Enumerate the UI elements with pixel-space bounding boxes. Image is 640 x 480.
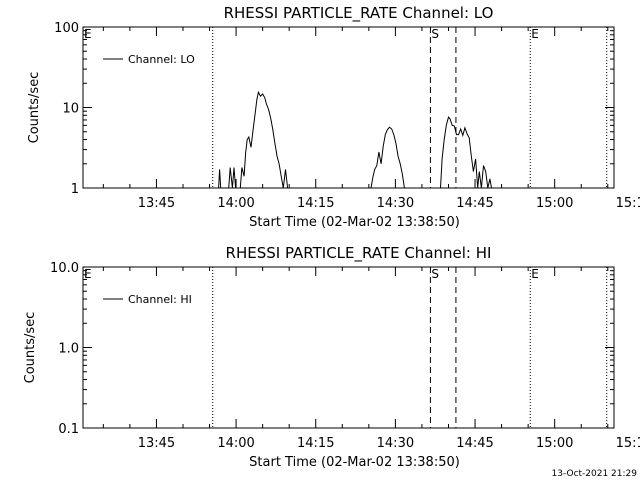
hi-x-axis-label: Start Time (02-Mar-02 13:38:50) [249,455,460,470]
hi-marker-label: E [84,267,92,281]
hi-x-tick-label: 14:15 [297,436,334,451]
lo-legend-label: Channel: LO [128,53,195,66]
hi-y-axis-label: Counts/sec [23,312,38,384]
lo-plot-frame [82,26,615,189]
lo-marker-label: E [531,27,539,41]
lo-x-tick-label: 15:00 [536,196,573,211]
lo-y-tick-label: 1 [71,182,79,197]
lo-marker-label: E [84,27,92,41]
hi-x-tick-label: 14:30 [377,436,414,451]
hi-plot-frame [82,266,615,429]
lo-series-line [218,90,492,189]
hi-x-tick-label: 14:45 [456,436,493,451]
lo-y-tick-label: 100 [54,21,79,36]
hi-marker-label: S [431,267,439,281]
hi-marker-label: E [531,267,539,281]
hi-x-tick-label: 13:45 [138,436,175,451]
hi-x-tick-label: 14:00 [217,436,254,451]
footer-timestamp: 13-Oct-2021 21:29 [552,469,638,479]
lo-marker-label: S [431,27,439,41]
hi-chart-title: RHESSI PARTICLE_RATE Channel: HI [226,244,492,263]
lo-x-tick-label: 13:45 [138,196,175,211]
hi-x-tick-label: 15:15 [616,436,640,451]
lo-x-axis-label: Start Time (02-Mar-02 13:38:50) [249,215,460,230]
hi-legend-label: Channel: HI [128,293,192,306]
lo-x-tick-label: 15:15 [616,196,640,211]
hi-y-tick-label: 10.0 [50,261,79,276]
lo-y-axis-label: Counts/sec [27,72,42,144]
lo-x-tick-label: 14:00 [217,196,254,211]
hi-y-tick-label: 1.0 [58,342,79,357]
lo-x-tick-label: 14:45 [456,196,493,211]
lo-y-tick-label: 10 [62,102,79,117]
hi-x-tick-label: 15:00 [536,436,573,451]
hi-y-tick-label: 0.1 [58,422,79,437]
lo-chart-title: RHESSI PARTICLE_RATE Channel: LO [224,4,494,23]
lo-x-tick-label: 14:30 [377,196,414,211]
lo-x-tick-label: 14:15 [297,196,334,211]
